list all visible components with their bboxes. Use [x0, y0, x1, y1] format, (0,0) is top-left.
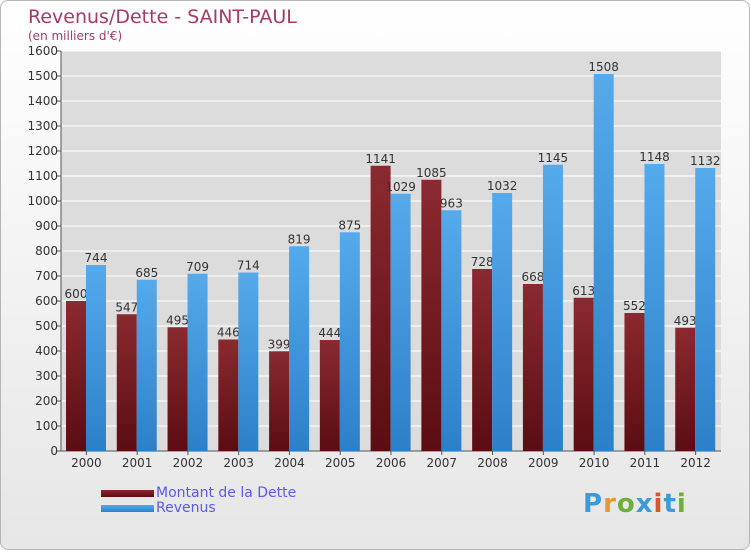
bar-revenus-2002 — [187, 273, 208, 451]
data-label-dette-2008: 728 — [471, 255, 494, 269]
logo-letter: P — [583, 489, 604, 519]
chart-title: Revenus/Dette - SAINT-PAUL — [28, 6, 297, 28]
data-label-dette-2002: 495 — [166, 313, 189, 327]
logo-letter: x — [635, 489, 654, 519]
y-tick-label-600: 600 — [35, 294, 58, 308]
data-label-revenus-2010: 1508 — [588, 60, 619, 74]
x-tick-label-2010: 2010 — [579, 456, 610, 470]
bar-dette-2004 — [269, 351, 290, 451]
data-label-revenus-2007: 963 — [440, 196, 463, 210]
data-label-revenus-2009: 1145 — [538, 151, 569, 165]
plot-area: 0 100 200 300 400 500 600 700 800 900 1000 1100 1200… — [27, 44, 721, 470]
data-label-revenus-2011: 1148 — [639, 150, 670, 164]
bar-dette-2000 — [66, 301, 86, 451]
x-tick-label-2012: 2012 — [680, 456, 711, 470]
logo-letter: i — [653, 489, 664, 519]
x-tick-label-2009: 2009 — [528, 456, 559, 470]
bar-dette-2002 — [167, 327, 188, 451]
y-tick-label-900: 900 — [35, 219, 58, 233]
data-label-revenus-2000: 744 — [85, 251, 108, 265]
y-tick-label-800: 800 — [35, 244, 58, 258]
data-label-dette-2001: 547 — [115, 300, 138, 314]
x-tick-label-2002: 2002 — [173, 456, 204, 470]
bar-revenus-2000 — [86, 265, 106, 451]
x-tick-label-2004: 2004 — [274, 456, 305, 470]
bar-revenus-2012 — [695, 168, 716, 451]
bar-dette-2007 — [421, 179, 442, 451]
logo-letter: i — [676, 489, 687, 519]
data-label-revenus-2005: 875 — [338, 218, 361, 232]
chart-subtitle: (en milliers d'€) — [28, 29, 123, 43]
y-tick-label-1200: 1200 — [27, 144, 58, 158]
bar-revenus-2005 — [339, 232, 360, 451]
data-label-dette-2010: 613 — [572, 284, 595, 298]
y-tick-label-700: 700 — [35, 269, 58, 283]
data-label-dette-2005: 444 — [318, 326, 341, 340]
data-label-revenus-2012: 1132 — [690, 154, 721, 168]
bar-revenus-2007 — [441, 210, 462, 451]
y-tick-label-0: 0 — [50, 444, 58, 458]
y-tick-label-1100: 1100 — [27, 169, 58, 183]
legend-label-dette: Montant de la Dette — [156, 485, 297, 501]
bar-revenus-2009 — [542, 164, 563, 451]
y-tick-label-500: 500 — [35, 319, 58, 333]
y-tick-label-1300: 1300 — [27, 119, 58, 133]
data-label-dette-2006: 1141 — [365, 152, 396, 166]
data-label-revenus-2002: 709 — [186, 260, 209, 274]
logo-letter: t — [663, 489, 677, 519]
bar-dette-2005 — [319, 340, 340, 451]
bar-revenus-2006 — [390, 193, 411, 451]
bar-dette-2006 — [370, 165, 391, 451]
bar-revenus-2003 — [238, 272, 259, 451]
data-label-revenus-2004: 819 — [288, 232, 311, 246]
bar-dette-2012 — [675, 327, 696, 451]
bar-revenus-2011 — [644, 164, 665, 451]
data-label-dette-2000: 600 — [65, 287, 88, 301]
x-tick-label-2003: 2003 — [223, 456, 254, 470]
bar-dette-2010 — [573, 297, 594, 451]
data-label-dette-2004: 399 — [268, 337, 291, 351]
y-tick-label-1500: 1500 — [27, 69, 58, 83]
legend-label-revenus: Revenus — [156, 500, 216, 516]
x-tick-label-2001: 2001 — [122, 456, 153, 470]
y-tick-label-300: 300 — [35, 369, 58, 383]
bar-revenus-2004 — [289, 246, 310, 451]
x-tick-label-2005: 2005 — [325, 456, 356, 470]
bar-dette-2003 — [218, 339, 239, 451]
bar-revenus-2010 — [593, 74, 614, 451]
y-tick-label-100: 100 — [35, 419, 58, 433]
legend-swatch-dette — [101, 490, 154, 497]
bar-revenus-2008 — [492, 193, 513, 451]
bar-dette-2009 — [522, 284, 543, 451]
x-tick-label-2011: 2011 — [630, 456, 661, 470]
y-tick-label-1600: 1600 — [27, 44, 58, 58]
x-tick-label-2008: 2008 — [477, 456, 508, 470]
data-label-dette-2007: 1085 — [416, 166, 447, 180]
legend-swatch-revenus — [101, 505, 154, 512]
x-tick-label-2000: 2000 — [71, 456, 102, 470]
data-label-dette-2009: 668 — [521, 270, 544, 284]
logo-letter: o — [616, 489, 636, 519]
bar-dette-2011 — [624, 313, 645, 451]
x-tick-label-2006: 2006 — [376, 456, 407, 470]
bar-revenus-2001 — [136, 279, 157, 451]
x-tick-label-2007: 2007 — [426, 456, 457, 470]
y-tick-label-1400: 1400 — [27, 94, 58, 108]
data-label-revenus-2003: 714 — [237, 259, 260, 273]
y-tick-label-1000: 1000 — [27, 194, 58, 208]
data-label-revenus-2008: 1032 — [487, 179, 518, 193]
data-label-dette-2003: 446 — [217, 326, 240, 340]
y-tick-label-400: 400 — [35, 344, 58, 358]
proxiti-logo: Proxiti — [583, 489, 687, 519]
logo-letter: r — [603, 489, 617, 519]
data-label-dette-2012: 493 — [674, 314, 697, 328]
bar-dette-2001 — [116, 314, 137, 451]
data-label-revenus-2001: 685 — [135, 266, 158, 280]
y-tick-label-200: 200 — [35, 394, 58, 408]
bar-dette-2008 — [472, 269, 493, 451]
data-label-revenus-2006: 1029 — [385, 180, 416, 194]
data-label-dette-2011: 552 — [623, 299, 646, 313]
